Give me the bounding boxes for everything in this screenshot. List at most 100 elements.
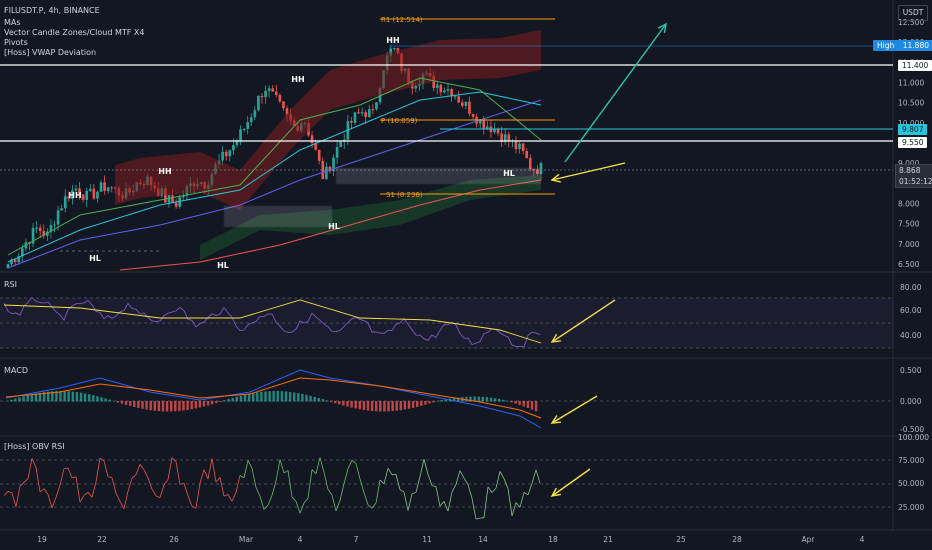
swing-label: HL [89, 254, 101, 263]
candle-body [178, 197, 182, 207]
macd-histogram-bar [145, 401, 148, 410]
symbol-title[interactable]: FILUSDT.P, 4h, BINANCE [4, 6, 100, 15]
indicator-mas[interactable]: MAs [4, 18, 21, 27]
obv-rsi-segment [67, 468, 73, 478]
candle-body [31, 227, 35, 244]
obv-rsi-segment [187, 495, 193, 507]
macd-histogram-bar [219, 401, 222, 402]
candle-body [367, 109, 371, 118]
macd-histogram-bar [96, 396, 99, 402]
demand-zone-box [223, 205, 333, 228]
price-axis-tick: 12.500 [898, 18, 924, 27]
indicator-vwap-deviation[interactable]: [Hoss] VWAP Deviation [4, 48, 97, 57]
indicator-pivots[interactable]: Pivots [4, 38, 28, 47]
obv-rsi-segment [123, 491, 129, 509]
swing-label: HL [503, 169, 515, 178]
rsi-arrow-head [550, 333, 562, 343]
obv-rsi-segment [139, 463, 145, 471]
obv-rsi-segment [103, 460, 109, 477]
obv-rsi-segment [503, 478, 509, 489]
macd-arrow-head [550, 415, 562, 424]
candle-body [450, 89, 453, 97]
indicator-vector-candle[interactable]: Vector Candle Zones/Cloud MTF X4 [4, 28, 145, 37]
obv-rsi-segment [527, 483, 533, 495]
obv-rsi-segment [159, 484, 165, 498]
candle-body [78, 188, 81, 195]
macd-axis-tick: 0.500 [900, 366, 922, 375]
candle-body [106, 187, 110, 192]
time-axis-tick: 4 [298, 535, 303, 544]
obv-rsi-segment [531, 469, 537, 484]
candle-body [389, 48, 393, 56]
macd-histogram-bar [59, 391, 62, 402]
obv-axis-tick: 25.000 [898, 503, 924, 512]
macd-histogram-bar [465, 396, 468, 402]
obv-rsi-segment [443, 501, 449, 512]
currency-button[interactable]: USDT [898, 5, 928, 21]
obv-rsi-segment [515, 502, 521, 508]
obv-rsi-segment [11, 492, 17, 507]
candle-body [239, 129, 242, 141]
macd-histogram-bar [493, 398, 497, 402]
candle-body [317, 149, 321, 161]
macd-histogram-bar [51, 391, 54, 402]
macd-signal-line [5, 377, 542, 419]
obv-rsi-segment [27, 458, 33, 479]
obv-rsi-segment [343, 468, 349, 484]
macd-histogram-bar [411, 401, 415, 408]
macd-histogram-bar [329, 401, 333, 403]
candle-body [335, 147, 339, 158]
macd-histogram-bar [338, 401, 341, 405]
macd-histogram-bar [272, 391, 275, 402]
macd-histogram-bar [157, 401, 161, 412]
macd-histogram-bar [231, 397, 234, 402]
ma-mid-line [7, 91, 542, 263]
last-price-tag: 8.868 01:52:12 [895, 164, 932, 188]
obv-rsi-segment [395, 474, 401, 490]
macd-histogram-bar [350, 401, 353, 408]
macd-pane-label[interactable]: MACD [4, 366, 28, 375]
macd-histogram-bar [334, 401, 337, 404]
macd-axis-tick: 0.000 [900, 397, 922, 406]
candle-body [414, 85, 418, 89]
macd-histogram-bar [317, 397, 320, 402]
obv-rsi-segment [87, 491, 93, 498]
obv-rsi-pane-label[interactable]: [Hoss] OBV RSI [4, 442, 65, 451]
macd-histogram-bar [370, 401, 374, 412]
rsi-pane-label[interactable]: RSI [4, 280, 17, 289]
vector-cloud-resistance [115, 30, 541, 210]
candle-body [443, 90, 446, 93]
macd-histogram-bar [34, 393, 38, 402]
candle-body [478, 119, 482, 124]
obv-rsi-segment [75, 476, 81, 503]
obv-rsi-segment [471, 498, 477, 520]
obv-rsi-segment [487, 486, 493, 493]
time-axis-tick: 21 [603, 535, 613, 544]
obv-rsi-segment [251, 468, 257, 488]
candle-body [496, 129, 500, 134]
macd-histogram-bar [182, 401, 185, 411]
high-price-tag: High 11.880 [873, 40, 932, 51]
obv-rsi-segment [255, 487, 261, 497]
macd-histogram-bar [227, 399, 230, 402]
obv-rsi-segment [219, 477, 225, 497]
macd-histogram-bar [190, 401, 193, 410]
rsi-axis-tick: 40.00 [900, 331, 922, 340]
macd-histogram-bar [498, 398, 501, 402]
macd-histogram-bar [280, 391, 284, 402]
obv-rsi-segment [3, 491, 9, 496]
obv-rsi-segment [175, 461, 181, 485]
obv-rsi-segment [167, 457, 173, 480]
obv-rsi-segment [491, 487, 497, 493]
macd-histogram-bar [71, 391, 74, 402]
macd-histogram-bar [477, 396, 480, 402]
obv-rsi-segment [235, 475, 241, 493]
candle-body [328, 166, 332, 172]
macd-histogram-bar [88, 394, 91, 402]
price-axis-tick: 10.500 [898, 99, 924, 108]
obv-rsi-segment [43, 488, 49, 495]
candle-body [507, 134, 511, 142]
candle-body [42, 231, 46, 236]
candle-body [38, 227, 42, 232]
